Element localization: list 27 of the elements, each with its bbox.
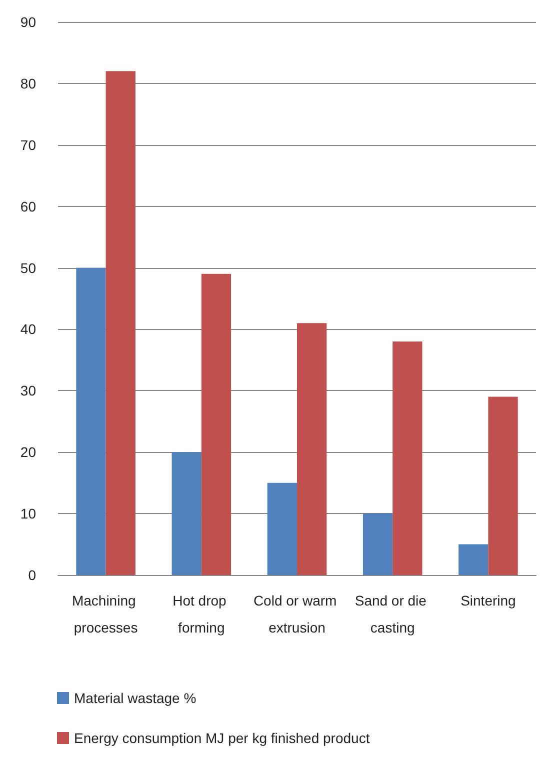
bar: [267, 482, 297, 575]
x-tick-label: Sintering: [460, 592, 516, 608]
bar: [458, 544, 488, 575]
bar: [362, 514, 393, 575]
bar: [76, 268, 106, 575]
y-tick-label: 20: [20, 444, 36, 460]
y-tick-label: 50: [20, 260, 36, 276]
y-tick-label: 70: [20, 136, 36, 153]
bar: [201, 274, 232, 575]
y-tick-label: 0: [28, 567, 36, 583]
x-tick-label: Sand or die casting: [354, 592, 430, 636]
legend-label: Energy consumption MJ per kg finished product: [74, 730, 370, 746]
bar: [106, 71, 136, 575]
y-tick-label: 90: [20, 14, 36, 30]
x-tick-label: Cold or warm extrusion: [253, 592, 341, 636]
bar: [297, 323, 327, 575]
bar: [172, 452, 202, 575]
bar: [392, 342, 422, 575]
legend-label: Material wastage %: [74, 690, 196, 706]
x-tick-label: Hot drop forming: [172, 592, 230, 636]
y-tick-label: 30: [20, 382, 36, 399]
y-tick-label: 80: [20, 75, 36, 92]
y-tick-label: 10: [20, 506, 36, 522]
bar: [488, 396, 518, 575]
y-tick-label: 60: [20, 198, 36, 214]
y-tick-label: 40: [20, 321, 36, 338]
x-tick-label: Machining processes: [72, 592, 140, 636]
